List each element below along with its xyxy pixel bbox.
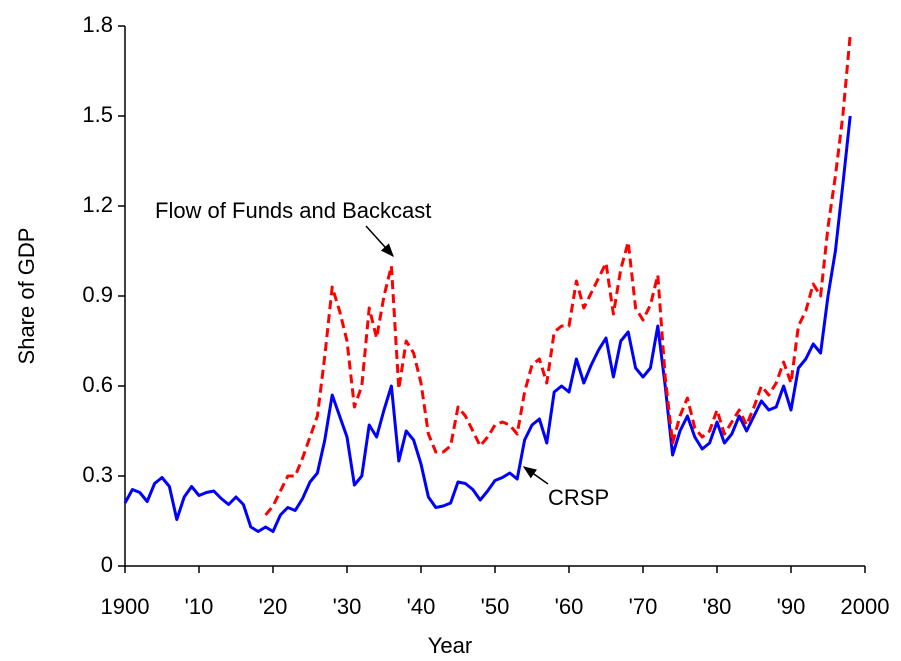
y-tick-label: 1.8 (82, 12, 113, 37)
x-tick-label: '80 (703, 594, 732, 619)
series-line (123, 115, 852, 533)
y-tick-label: 0 (101, 552, 113, 577)
x-tick-label: '20 (259, 594, 288, 619)
x-tick-label: '60 (555, 594, 584, 619)
x-tick-label: 2000 (841, 594, 890, 619)
x-tick-label: '30 (333, 594, 362, 619)
annotation: CRSP (548, 485, 609, 510)
x-axis-label: Year (428, 633, 472, 658)
y-tick-label: 1.5 (82, 102, 113, 127)
y-tick-label: 0.3 (82, 462, 113, 487)
x-tick-label: '70 (629, 594, 658, 619)
annotation-arrow (522, 466, 549, 485)
x-tick-label: '10 (185, 594, 214, 619)
annotation-arrow (365, 225, 394, 258)
x-tick-label: '40 (407, 594, 436, 619)
annotation: Flow of Funds and Backcast (155, 198, 431, 223)
y-tick-label: 0.6 (82, 372, 113, 397)
y-tick-label: 1.2 (82, 192, 113, 217)
x-tick-label: 1900 (101, 594, 150, 619)
x-tick-label: '50 (481, 594, 510, 619)
y-tick-label: 0.9 (82, 282, 113, 307)
series-line (264, 34, 852, 516)
x-tick-label: '90 (777, 594, 806, 619)
y-axis-label: Share of GDP (14, 228, 39, 365)
